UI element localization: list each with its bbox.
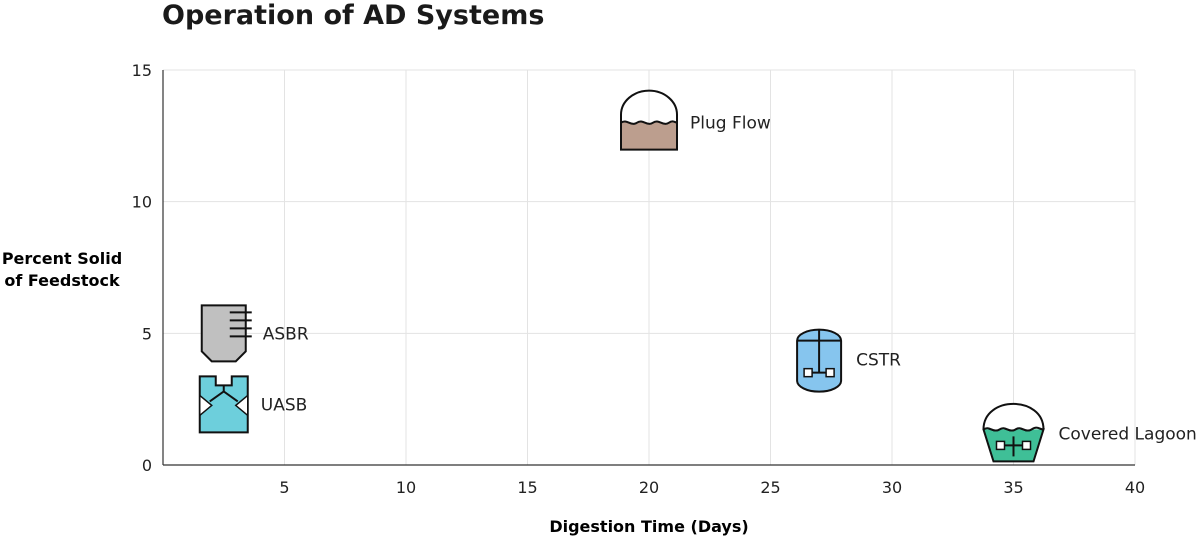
plug-flow-icon [620, 89, 678, 151]
y-tick-label: 0 [142, 456, 152, 475]
y-tick-label: 10 [132, 193, 152, 212]
data-point-asbr-icon: ASBR [200, 304, 309, 363]
x-tick-label: 25 [760, 478, 780, 497]
x-tick-label: 5 [279, 478, 289, 497]
cstr-icon [796, 328, 843, 393]
covered-lagoon-icon [982, 402, 1045, 463]
x-tick-label: 15 [517, 478, 537, 497]
data-point-label: Plug Flow [690, 114, 771, 134]
tick-labels: 5 10 15 20 25 30 35 40 0 5 10 15 [132, 61, 1146, 497]
data-point-label: CSTR [856, 351, 901, 371]
x-tick-label: 10 [396, 478, 416, 497]
data-point-label: ASBR [263, 324, 309, 344]
uasb-icon [198, 375, 249, 434]
x-tick-label: 35 [1003, 478, 1023, 497]
axes [162, 70, 1135, 466]
x-tick-label: 30 [882, 478, 902, 497]
y-axis-label-line-1: Percent Solid [2, 249, 122, 268]
y-tick-label: 5 [142, 324, 152, 343]
y-axis-label-line-2: of Feedstock [4, 271, 120, 290]
x-tick-label: 20 [639, 478, 659, 497]
x-tick-label: 40 [1125, 478, 1145, 497]
x-axis-label: Digestion Time (Days) [549, 517, 748, 536]
asbr-icon [200, 304, 252, 363]
data-point-label: Covered Lagoon [1059, 424, 1197, 444]
data-point-covered-lagoon-icon: Covered Lagoon [982, 402, 1197, 463]
data-points: Plug Flow ASBR UASB CSTR Covered Lagoon [198, 89, 1197, 463]
chart-title: Operation of AD Systems [162, 0, 545, 31]
data-point-plug-flow-icon: Plug Flow [620, 89, 771, 151]
y-tick-label: 15 [132, 61, 152, 80]
data-point-cstr-icon: CSTR [796, 328, 901, 393]
data-point-label: UASB [261, 395, 308, 415]
data-point-uasb-icon: UASB [198, 375, 308, 434]
